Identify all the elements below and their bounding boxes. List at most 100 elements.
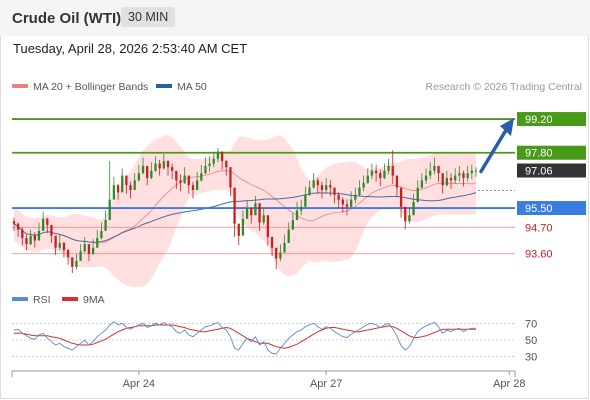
candle-body bbox=[362, 182, 365, 188]
candle-body bbox=[283, 242, 286, 253]
candle-body bbox=[54, 235, 57, 248]
level-label: 99.20 bbox=[525, 114, 553, 126]
candle-body bbox=[75, 260, 78, 267]
candle-body bbox=[458, 173, 461, 176]
candle-body bbox=[12, 221, 16, 224]
candle-body bbox=[171, 167, 174, 171]
candle-body bbox=[370, 170, 374, 176]
legend-label: 9MA bbox=[83, 294, 105, 306]
candle-body bbox=[158, 163, 161, 169]
candle-body bbox=[241, 218, 245, 236]
candle-body bbox=[358, 187, 361, 195]
timeframe-button[interactable]: 30 MIN bbox=[121, 7, 176, 27]
candle-body bbox=[466, 173, 469, 178]
candle-body bbox=[83, 244, 86, 252]
candle-body bbox=[237, 223, 240, 236]
candle-body bbox=[333, 187, 336, 195]
candle-body bbox=[37, 230, 41, 241]
projection-arrowhead bbox=[500, 118, 514, 137]
rsi-tick-label: 70 bbox=[525, 318, 537, 330]
candle-body bbox=[33, 235, 36, 241]
candle-body bbox=[245, 208, 249, 219]
legend-label: MA 50 bbox=[177, 81, 207, 93]
candle-body bbox=[329, 185, 332, 188]
header-bar: Crude Oil (WTI) 30 MIN bbox=[0, 0, 590, 36]
candle-body bbox=[141, 165, 145, 174]
candle-body bbox=[166, 161, 170, 168]
level-label: 97.06 bbox=[525, 166, 553, 178]
candle-body bbox=[308, 187, 311, 195]
candle-body bbox=[137, 173, 141, 181]
candle-body bbox=[66, 250, 70, 258]
candle-body bbox=[279, 252, 282, 259]
candle-body bbox=[58, 242, 61, 248]
candle-body bbox=[187, 175, 190, 186]
candle-body bbox=[154, 163, 157, 171]
legend-swatch bbox=[62, 297, 78, 301]
candle-body bbox=[275, 247, 278, 259]
candle-body bbox=[337, 194, 340, 200]
level-label: 93.60 bbox=[525, 249, 553, 261]
candle-body bbox=[208, 163, 211, 166]
level-label: 94.70 bbox=[525, 222, 553, 234]
candle-body bbox=[87, 244, 91, 254]
candle-body bbox=[287, 229, 290, 243]
candle-body bbox=[62, 242, 66, 251]
candle-body bbox=[254, 203, 257, 216]
candle-body bbox=[258, 203, 261, 223]
candle-body bbox=[295, 210, 299, 221]
candle-body bbox=[121, 175, 124, 193]
legend-label: RSI bbox=[33, 294, 51, 306]
x-tick-label: Apr 28 bbox=[493, 378, 525, 390]
candle-body bbox=[366, 175, 369, 183]
candle-body bbox=[195, 180, 199, 190]
candle-body bbox=[325, 185, 328, 190]
candle-body bbox=[262, 215, 265, 223]
candle-body bbox=[191, 185, 195, 190]
candle-body bbox=[96, 238, 99, 248]
rsi-line bbox=[13, 321, 476, 355]
level-tag bbox=[517, 201, 586, 216]
candle-body bbox=[470, 170, 473, 174]
candle-body bbox=[416, 187, 419, 203]
candle-body bbox=[341, 199, 344, 205]
timestamp: Tuesday, April 28, 2026 2:53:40 AM CET bbox=[13, 41, 248, 56]
candle-body bbox=[412, 202, 415, 216]
candle-body bbox=[204, 165, 207, 174]
candle-body bbox=[183, 175, 186, 183]
candle-body bbox=[270, 236, 274, 248]
candle-body bbox=[391, 165, 394, 176]
candle-body bbox=[420, 180, 424, 188]
candle-body bbox=[150, 170, 153, 178]
candle-body bbox=[320, 185, 324, 190]
candle-body bbox=[116, 185, 120, 193]
candle-body bbox=[216, 151, 220, 159]
candle-body bbox=[250, 208, 253, 216]
level-tag bbox=[517, 163, 586, 178]
rsi-ma-line bbox=[14, 324, 476, 349]
candle-body bbox=[21, 229, 24, 239]
candle-body bbox=[316, 180, 319, 186]
candle-body bbox=[175, 170, 178, 181]
candle-body bbox=[424, 175, 428, 181]
candle-body bbox=[441, 173, 444, 186]
candle-body bbox=[100, 230, 103, 239]
candle-body bbox=[108, 199, 111, 221]
candle-body bbox=[200, 173, 203, 181]
candle-body bbox=[395, 175, 399, 188]
candle-body bbox=[445, 177, 449, 186]
candle-body bbox=[374, 170, 378, 174]
candle-body bbox=[71, 257, 74, 267]
candle-body bbox=[133, 180, 136, 190]
candle-body bbox=[399, 187, 403, 207]
level-tag bbox=[517, 145, 586, 160]
candle-body bbox=[162, 161, 165, 169]
candle-body bbox=[387, 165, 390, 171]
candle-body bbox=[25, 238, 28, 245]
candle-body bbox=[212, 158, 215, 164]
candle-body bbox=[345, 204, 349, 207]
rsi-tick-label: 30 bbox=[525, 352, 537, 364]
time-axis: Apr 24 Apr 27 Apr 28 bbox=[11, 370, 526, 390]
candle-body bbox=[229, 167, 232, 188]
